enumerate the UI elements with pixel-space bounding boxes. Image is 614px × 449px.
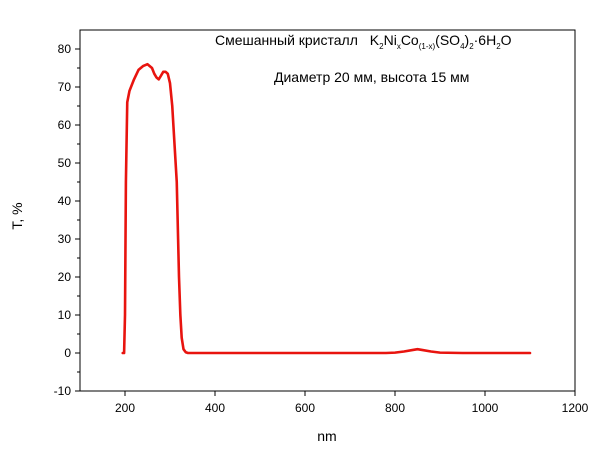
formula-co-sub: (1-x) [419,42,436,51]
chart-annotation-subtitle: Диаметр 20 мм, высота 15 мм [274,69,469,85]
x-axis: 200 400 600 800 1000 1200 [115,391,589,415]
formula-o: O [501,32,512,48]
transmission-series-line [121,62,532,355]
formula-close: ) [465,32,470,48]
formula-ni: Ni [384,32,397,48]
plot-frame [79,29,576,392]
x-tick-label: 1000 [472,401,499,415]
formula-so4: (SO [435,32,460,48]
y-tick-label: 30 [58,232,72,246]
y-tick-label: -10 [54,384,72,398]
annotation-prefix: Смешанный кристалл [215,32,358,48]
chart-annotation-title: Смешанный кристалл K2NixCo(1-x)(SO4)2·6H… [215,32,512,51]
y-tick-label: 50 [58,156,72,170]
formula-h-sub: 2 [496,42,501,51]
x-axis-title: nm [317,428,336,444]
formula-ni-sub: x [397,42,401,51]
y-axis: -10 0 10 20 30 40 50 60 70 80 [54,42,80,398]
y-tick-label: 40 [58,194,72,208]
x-tick-label: 800 [385,401,405,415]
formula-close-sub: 2 [469,42,474,51]
y-tick-label: 70 [58,80,72,94]
y-tick-label: 20 [58,270,72,284]
formula-k: K [370,32,380,48]
x-tick-label: 400 [205,401,225,415]
y-tick-label: 10 [58,308,72,322]
x-tick-label: 1200 [562,401,589,415]
x-tick-label: 600 [295,401,315,415]
formula-k-sub: 2 [379,42,384,51]
formula-co: Co [401,32,419,48]
y-tick-label: 0 [64,346,71,360]
y-tick-label: 80 [58,42,72,56]
y-axis-title: T, % [9,202,25,229]
formula-so4-sub: 4 [460,42,465,51]
y-tick-label: 60 [58,118,72,132]
x-tick-label: 200 [115,401,135,415]
formula-water: ·6H [474,32,497,48]
